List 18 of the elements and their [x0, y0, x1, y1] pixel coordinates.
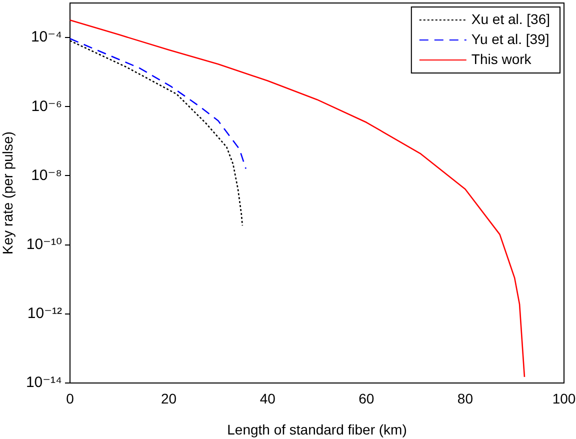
x-tick-label: 80	[457, 390, 474, 406]
x-tick-label: 20	[161, 390, 177, 406]
y-tick-label: 10⁻⁴	[30, 28, 62, 46]
y-axis-title: Key rate (per pulse)	[0, 132, 16, 254]
line-series	[69, 38, 247, 170]
x-tick-label: 40	[260, 390, 276, 406]
legend-label: Yu et al. [39]	[471, 30, 550, 47]
y-tick-label: 10⁻⁶	[31, 98, 62, 115]
x-tick-label: 60	[358, 390, 374, 406]
legend-label: Xu et al. [36]	[471, 10, 550, 27]
y-tick-label: 10⁻¹⁰	[26, 236, 62, 253]
legend-label: This work	[471, 50, 532, 67]
x-tick-label: 100	[552, 390, 576, 406]
y-tick-label: 10⁻¹²	[27, 305, 62, 322]
x-axis-title: Length of standard fiber (km)	[227, 421, 407, 438]
x-tick-label: 0	[66, 390, 74, 406]
y-tick-label: 10⁻⁸	[31, 166, 62, 184]
y-tick-label: 10⁻¹⁴	[26, 374, 62, 392]
